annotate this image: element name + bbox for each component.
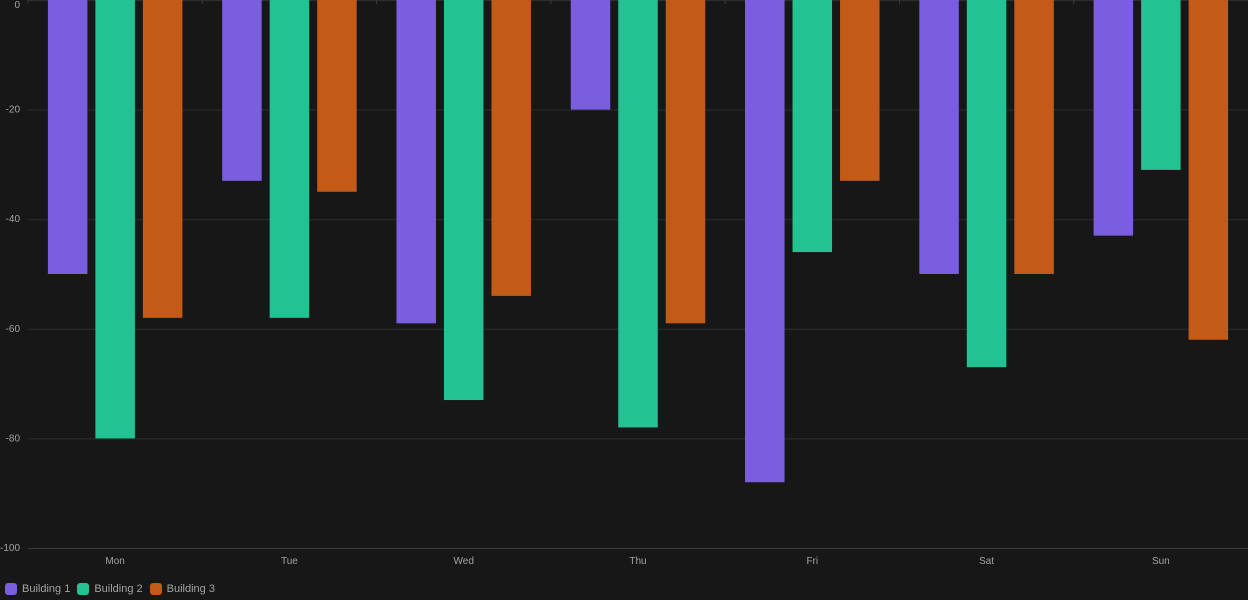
legend-label-building-1: Building 1	[22, 583, 71, 595]
legend-swatch-building-1	[5, 583, 17, 595]
y-tick-label-0: 0	[14, 0, 20, 11]
x-axis-ticks: Mon Tue Wed Thu Fri Sat Sun	[105, 556, 1169, 567]
bar-building-3-fri	[840, 0, 880, 181]
bar-building-1-thu	[570, 0, 611, 110]
x-tick-label-thu: Thu	[629, 556, 646, 567]
bar-building-1-fri	[745, 0, 785, 483]
x-tick-label-mon: Mon	[105, 556, 124, 567]
legend-item-building-1[interactable]: Building 1	[5, 583, 70, 595]
bar-building-1-sat	[919, 0, 959, 274]
bar-building-1-mon	[47, 0, 88, 274]
bar-building-2-wed	[443, 0, 484, 401]
legend-item-building-2[interactable]: Building 2	[77, 583, 143, 595]
x-tick-label-wed: Wed	[454, 556, 474, 567]
bar-building-1-wed	[396, 0, 436, 324]
legend-label-building-2: Building 2	[94, 583, 143, 595]
legend-swatch-building-3	[149, 583, 162, 595]
bar-building-3-thu	[665, 0, 706, 324]
bar-building-1-tue	[222, 0, 262, 181]
bars	[47, 0, 1229, 483]
bar-building-2-tue	[269, 0, 310, 318]
y-tick-label-neg80: -80	[6, 433, 21, 444]
bar-building-2-mon	[95, 0, 135, 439]
bar-building-3-sun	[1188, 0, 1229, 340]
legend-item-building-3[interactable]: Building 3	[149, 583, 215, 595]
bar-building-3-mon	[142, 0, 183, 318]
bar-building-1-sun	[1093, 0, 1134, 236]
y-tick-label-neg100: -100	[0, 543, 20, 554]
legend-swatch-building-2	[77, 583, 90, 595]
legend: Building 1 Building 2 Building 3	[5, 582, 222, 596]
y-axis-ticks: 0 -20 -40 -60 -80 -100	[0, 0, 20, 554]
bar-chart: 0 -20 -40 -60 -80 -100 Mon Tue Wed Thu Fri Sat Sun	[0, 0, 1248, 567]
bar-building-3-sat	[1014, 0, 1054, 274]
bar-building-3-wed	[491, 0, 531, 296]
x-tick-label-fri: Fri	[806, 556, 818, 567]
x-tick-label-sun: Sun	[1152, 556, 1170, 567]
bar-building-2-sun	[1141, 0, 1181, 170]
bar-building-2-fri	[792, 0, 833, 253]
x-tick-label-tue: Tue	[281, 556, 298, 567]
y-tick-label-neg60: -60	[6, 324, 21, 335]
y-tick-label-neg20: -20	[6, 105, 21, 116]
bar-building-2-thu	[618, 0, 658, 428]
bar-building-2-sat	[966, 0, 1007, 368]
y-tick-label-neg40: -40	[6, 214, 21, 225]
x-tick-label-sat: Sat	[979, 556, 994, 567]
bar-building-3-tue	[317, 0, 357, 192]
legend-label-building-3: Building 3	[166, 583, 215, 595]
